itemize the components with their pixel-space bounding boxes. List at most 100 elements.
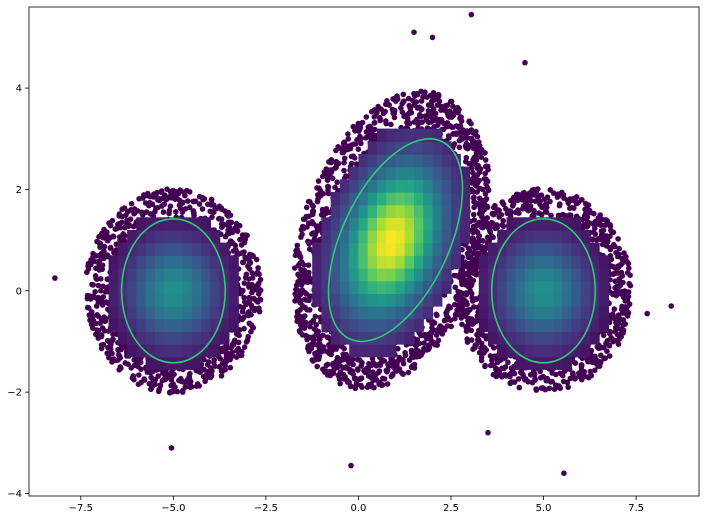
density-cell — [164, 293, 174, 307]
scatter-point — [508, 379, 515, 385]
density-cell — [164, 230, 174, 244]
scatter-point — [353, 380, 360, 386]
density-cell — [506, 293, 517, 307]
density-cell — [358, 280, 369, 294]
scatter-point — [549, 370, 555, 376]
scatter-point — [307, 293, 314, 300]
density-cell — [562, 306, 572, 320]
density-cell — [228, 293, 239, 307]
scatter-point — [411, 119, 418, 125]
scatter-point — [196, 201, 203, 207]
scatter-point — [307, 220, 314, 226]
scatter-point — [562, 212, 569, 219]
density-cell — [321, 230, 332, 244]
scatter-point — [441, 317, 448, 324]
density-cell — [404, 192, 415, 206]
scatter-point — [216, 364, 223, 370]
scatter-point — [320, 208, 326, 215]
scatter-point — [246, 295, 253, 301]
scatter-point — [332, 365, 338, 371]
scatter-point — [95, 299, 102, 306]
scatter-point — [238, 352, 245, 359]
scatter-point — [247, 251, 253, 258]
scatter-point — [304, 224, 310, 230]
density-cell — [377, 166, 387, 180]
scatter-point — [102, 318, 108, 325]
density-cell — [571, 217, 582, 231]
density-cell — [414, 318, 424, 332]
scatter-point — [620, 294, 627, 301]
scatter-point — [187, 370, 193, 377]
y-tick-label: −4 — [7, 489, 22, 500]
density-cell — [339, 318, 350, 332]
density-cell — [599, 293, 609, 307]
scatter-point — [303, 332, 309, 339]
density-cell — [136, 293, 147, 307]
density-cell — [367, 293, 378, 307]
scatter-point — [482, 363, 488, 370]
density-cell — [525, 356, 535, 370]
density-cell — [182, 306, 193, 320]
density-cell — [414, 204, 424, 218]
density-cell — [219, 318, 230, 332]
density-cell — [127, 268, 137, 282]
scatter-point — [476, 250, 482, 257]
density-cell — [478, 293, 489, 307]
scatter-point — [253, 271, 260, 277]
scatter-point — [610, 264, 617, 270]
scatter-point — [406, 110, 412, 117]
scatter-point — [418, 98, 425, 104]
scatter-point — [303, 204, 310, 211]
density-cell — [534, 306, 545, 320]
scatter-point — [313, 223, 320, 230]
scatter-point — [353, 161, 360, 167]
density-cell — [339, 192, 350, 206]
density-cell — [515, 318, 526, 332]
scatter-point — [567, 375, 574, 382]
scatter-point — [511, 370, 518, 377]
density-cell — [404, 268, 415, 282]
density-cell — [552, 356, 563, 370]
scatter-point — [295, 279, 301, 285]
density-cell — [534, 242, 545, 256]
y-tick-label: 4 — [16, 84, 22, 95]
scatter-point — [430, 92, 437, 98]
scatter-point — [430, 106, 437, 112]
scatter-point — [407, 106, 414, 112]
scatter-point — [341, 139, 348, 145]
density-cell — [339, 268, 350, 282]
scatter-point — [174, 388, 181, 395]
scatter-point — [465, 307, 471, 313]
density-cell — [562, 268, 572, 282]
density-cell — [580, 306, 591, 320]
density-cell — [543, 217, 554, 231]
scatter-point — [107, 345, 114, 352]
scatter-point — [442, 107, 449, 114]
scatter-point — [347, 369, 354, 376]
scatter-point — [402, 352, 409, 359]
density-cell — [136, 280, 147, 294]
scatter-point — [119, 206, 125, 213]
scatter-point — [314, 363, 321, 370]
scatter-point — [313, 322, 320, 328]
scatter-point — [255, 285, 262, 292]
scatter-point — [627, 282, 634, 289]
density-cell — [386, 141, 397, 155]
density-cell — [164, 344, 174, 358]
scatter-point — [241, 344, 248, 351]
plot-frame — [28, 6, 700, 497]
density-cell — [377, 128, 387, 142]
density-cell — [552, 293, 563, 307]
density-cell — [414, 154, 424, 168]
scatter-point — [301, 296, 308, 303]
scatter-point — [115, 346, 121, 353]
scatter-point — [155, 197, 161, 203]
scatter-point — [480, 186, 486, 193]
scatter-point — [398, 105, 404, 111]
density-cell — [441, 154, 452, 168]
density-cell — [210, 344, 221, 358]
density-cell — [191, 344, 202, 358]
scatter-point — [425, 108, 432, 114]
scatter-point — [500, 223, 507, 230]
scatter-point — [500, 217, 507, 224]
